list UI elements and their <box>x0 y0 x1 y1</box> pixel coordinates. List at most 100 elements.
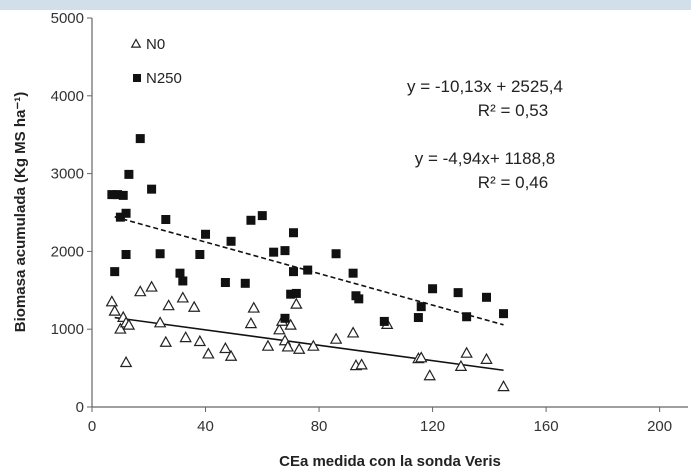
point-n250 <box>240 278 250 288</box>
x-axis-label: CEa medida con la sonda Veris <box>279 453 501 470</box>
point-n250 <box>121 250 131 260</box>
point-n250 <box>499 309 509 319</box>
trendline-n0 <box>114 316 504 372</box>
r-squared-1: R² = 0,53 <box>478 101 548 120</box>
legend-marker-n250 <box>133 74 141 82</box>
point-n250 <box>226 236 236 246</box>
point-n0 <box>119 355 133 368</box>
point-n250 <box>286 289 296 299</box>
point-n0 <box>355 358 368 370</box>
y-tick-label: 5000 <box>51 10 84 27</box>
point-n250 <box>348 268 358 278</box>
point-n250 <box>155 249 165 259</box>
point-n0 <box>145 280 158 292</box>
point-n250 <box>453 288 463 298</box>
point-n0 <box>108 304 121 316</box>
point-n0 <box>247 301 261 313</box>
point-n250 <box>161 215 171 225</box>
point-n0 <box>179 331 192 343</box>
point-n250 <box>110 267 120 277</box>
point-n0 <box>176 291 190 303</box>
x-tick-label: 0 <box>88 418 96 435</box>
point-n0 <box>414 351 428 363</box>
point-n250 <box>280 246 290 256</box>
point-n250 <box>331 249 341 259</box>
point-n0 <box>193 334 207 347</box>
legend-marker-n0 <box>130 38 142 48</box>
point-n250 <box>135 134 145 144</box>
x-tick-label: 120 <box>420 418 445 435</box>
point-n250 <box>115 212 125 222</box>
point-n0 <box>423 369 436 381</box>
x-tick-label: 200 <box>647 418 672 435</box>
point-n250 <box>175 268 185 278</box>
point-n250 <box>246 215 256 225</box>
point-n0 <box>105 295 119 307</box>
point-n250 <box>354 294 364 304</box>
y-tick-label: 4000 <box>51 88 84 105</box>
point-n0 <box>122 318 136 330</box>
point-n250 <box>257 211 267 221</box>
point-n250 <box>201 229 211 239</box>
point-n250 <box>462 312 472 322</box>
y-tick-label: 2000 <box>51 243 84 260</box>
point-n0 <box>219 341 232 354</box>
axes: 0 1000 2000 3000 4000 5000 0 40 80 120 160 200 <box>51 10 688 435</box>
equation-1: y = -10,13x + 2525,4 <box>407 77 563 96</box>
r-squared-2: R² = 0,46 <box>478 173 548 192</box>
point-n0 <box>346 326 360 338</box>
x-tick-label: 160 <box>534 418 559 435</box>
point-n0 <box>244 317 258 329</box>
point-n250 <box>107 190 117 200</box>
point-n0 <box>497 380 510 392</box>
x-tick-label: 40 <box>197 418 214 435</box>
point-n0 <box>480 352 493 364</box>
y-axis-label: Biomasa acumulada (Kg MS ha⁻¹) <box>12 92 29 332</box>
annotations: y = -10,13x + 2525,4 R² = 0,53 y = -4,94x+… <box>407 77 563 192</box>
x-tick-label: 80 <box>311 418 328 435</box>
point-n250 <box>195 250 205 260</box>
point-n0 <box>187 300 201 312</box>
top-strip <box>0 0 691 10</box>
point-n250 <box>303 265 313 275</box>
point-n0 <box>153 316 167 328</box>
point-n0 <box>133 285 147 297</box>
point-n250 <box>289 267 299 277</box>
point-n250 <box>113 190 123 200</box>
point-n0 <box>261 339 275 351</box>
data-points <box>105 134 510 392</box>
point-n0 <box>159 335 173 347</box>
point-n0 <box>273 323 286 335</box>
point-n0 <box>454 359 468 371</box>
point-n250 <box>379 316 389 326</box>
point-n0 <box>162 299 175 311</box>
point-n250 <box>428 284 438 294</box>
legend-label-n250: N250 <box>146 70 182 87</box>
point-n0 <box>292 342 306 354</box>
point-n250 <box>481 292 491 302</box>
point-n0 <box>114 322 127 334</box>
point-n250 <box>121 208 131 218</box>
legend-label-n0: N0 <box>146 36 165 53</box>
point-n250 <box>220 278 230 288</box>
point-n0 <box>202 347 215 359</box>
point-n250 <box>416 302 426 312</box>
point-n0 <box>307 339 320 351</box>
y-tick-label: 0 <box>76 399 84 416</box>
point-n250 <box>291 288 301 298</box>
point-n0 <box>281 340 295 352</box>
y-tick-label: 3000 <box>51 166 84 183</box>
point-n250 <box>147 184 157 194</box>
point-n0 <box>224 349 238 361</box>
point-n0 <box>460 346 473 358</box>
equation-2: y = -4,94x+ 1188,8 <box>415 149 556 168</box>
legend: N0 N250 <box>130 36 182 87</box>
point-n250 <box>289 228 299 238</box>
point-n250 <box>124 169 134 179</box>
point-n0 <box>284 318 297 330</box>
point-n250 <box>269 247 279 257</box>
point-n250 <box>178 276 188 286</box>
point-n250 <box>413 313 423 323</box>
